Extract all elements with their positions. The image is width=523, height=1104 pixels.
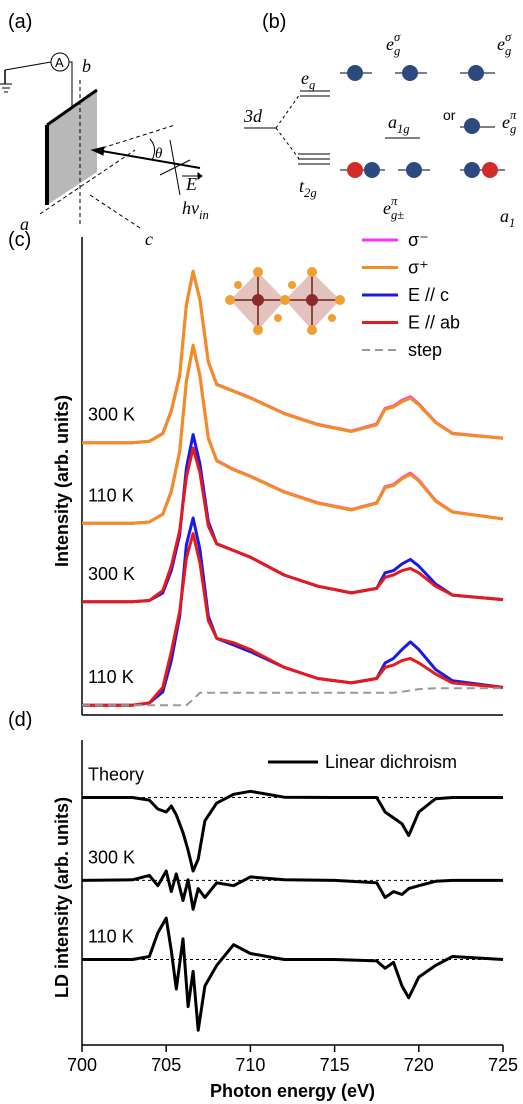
legend-label: Linear dichroism [325,752,457,772]
x-tick-label: 715 [320,1055,350,1075]
series-line [82,687,503,707]
diagram-label: e [383,198,391,218]
y-axis-label: LD intensity (arb. units) [52,797,72,998]
panel-label: (a) [8,11,32,33]
setup-diagram [0,52,203,229]
diagram-label: b [82,56,91,76]
x-tick-label: 710 [235,1055,265,1075]
legend-label: σ⁺ [408,258,429,278]
diagram-label-sup: σ [394,30,401,44]
crystal-icon [225,267,345,335]
curve-label: 110 K [88,667,134,687]
x-tick-label: 725 [488,1055,518,1075]
diagram-label: a [500,206,509,226]
y-axis-label: Intensity (arb. units) [52,395,72,567]
diagram-label: 3d [243,106,263,126]
diagram-label-sub: 1g [397,122,410,136]
diagram-label-sub: g [510,122,516,136]
legend-label: σ⁻ [408,230,429,250]
diagram-label: hν [182,198,199,218]
panel-label: (b) [262,11,286,33]
panel-label: (d) [8,709,32,731]
curve-label: Theory [88,764,144,784]
diagram-label: a [20,214,29,234]
series-line [82,516,504,707]
series-line [82,344,504,525]
series-line [82,532,504,707]
diagram-label-sup: π [510,108,517,122]
diagram-label: e [386,34,394,54]
diagram-label: A [55,55,64,70]
level-diagram [244,65,505,178]
series-line [81,869,503,911]
diagram-label: t [299,176,305,196]
diagram-label-sub: 2g [304,186,317,200]
diagram-label-sub: g [505,44,511,58]
curve-label: 300 K [88,847,135,867]
diagram-label: e [502,112,510,132]
diagram-label: E [185,174,197,194]
x-tick-label: 705 [151,1055,181,1075]
diagram-label: e [497,34,505,54]
diagram-label-sup: σ [505,30,512,44]
legend-label: E // c [408,285,449,305]
diagram-label: or [443,107,456,123]
series-line [82,916,504,1032]
diagram-label-sub: g [394,44,400,58]
x-tick-label: 720 [404,1055,434,1075]
diagram-label-sub: g [309,78,315,92]
diagram-label-sub: 1 [509,216,515,230]
curve-label: 110 K [88,926,134,946]
diagram-label-sub: g± [391,208,404,222]
diagram-label: e [301,68,309,88]
legend-label: E // ab [408,313,460,333]
legend-label: step [408,340,442,360]
series-line [82,446,504,604]
diagram-label: θ [155,146,163,162]
series-line [82,343,504,525]
panel-label: (c) [8,229,31,251]
diagram-label-sub: in [199,208,209,222]
curve-label: 300 K [88,564,135,584]
series-line [82,269,504,445]
curve-label: 300 K [88,405,135,425]
curve-label: 110 K [88,485,134,505]
x-tick-label: 700 [67,1055,97,1075]
series-line [82,789,503,873]
x-axis-label: Photon energy (eV) [210,1081,375,1101]
diagram-label: c [145,229,153,249]
diagram-label: a [388,112,397,132]
diagram-label-sup: π [391,194,398,208]
